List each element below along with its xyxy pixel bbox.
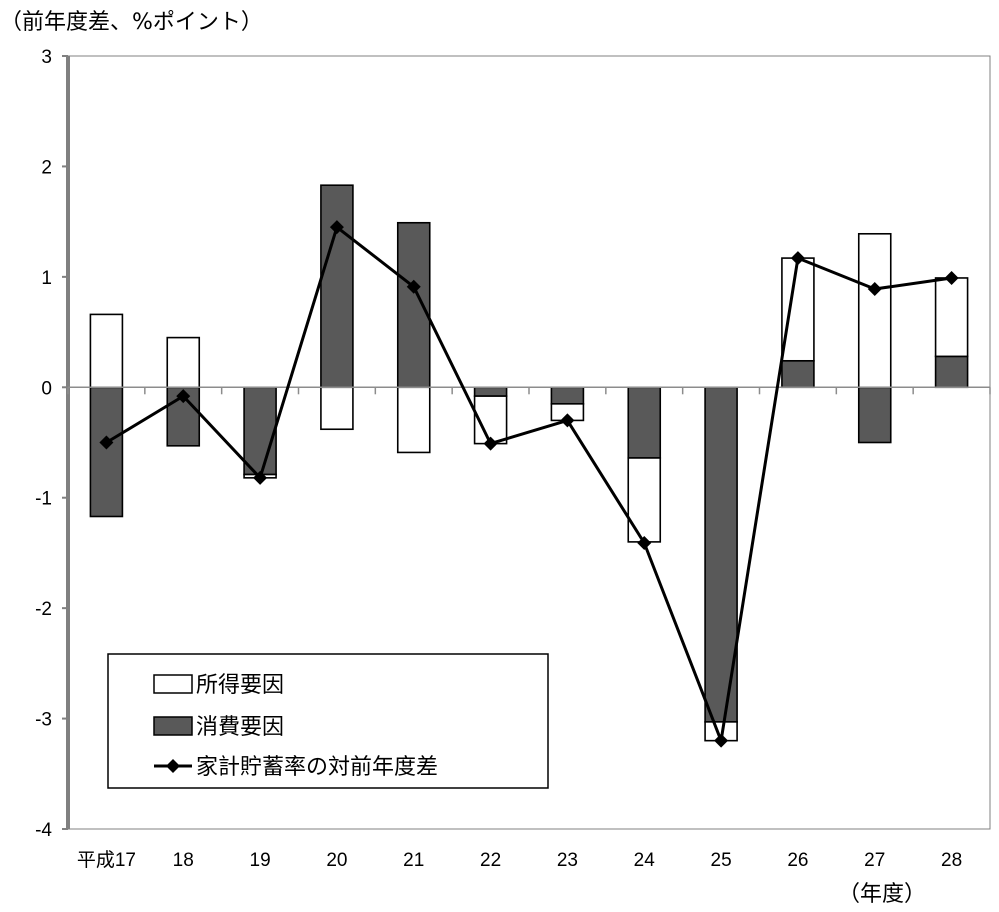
savings-rate-diff-marker — [483, 436, 498, 451]
income-factor-bar — [857, 232, 892, 389]
consumption-factor-bar — [934, 355, 969, 389]
consumption-factor-bar — [89, 386, 124, 518]
income-factor-bar — [89, 313, 124, 389]
income-factor-bar — [781, 257, 815, 362]
consumption-factor-bar — [320, 184, 354, 389]
x-tick-label: 18 — [173, 850, 194, 871]
savings-rate-diff-marker — [176, 389, 191, 404]
consumption-factor-bar — [627, 386, 662, 459]
savings-rate-diff-marker — [329, 220, 344, 235]
x-tick-label: 25 — [711, 850, 732, 871]
y-tick-label: 1 — [41, 268, 52, 289]
savings-rate-diff-marker — [714, 733, 729, 748]
legend-consumption-factor-label: 消費要因 — [196, 715, 284, 740]
x-tick-label: 21 — [403, 850, 424, 871]
savings-rate-diff-line — [105, 225, 952, 743]
x-tick-label: 20 — [326, 850, 347, 871]
savings-rate-diff-marker — [867, 282, 882, 297]
x-tick-label: 26 — [787, 850, 808, 871]
x-tick-label: 23 — [557, 850, 578, 871]
x-tick-label: 28 — [941, 850, 962, 871]
y-tick-label: 2 — [41, 157, 52, 178]
x-tick-label: 27 — [864, 850, 885, 871]
x-tick-label: 22 — [480, 850, 501, 871]
income-factor-bar — [166, 336, 201, 389]
legend-savings-rate-diff-marker — [166, 759, 180, 773]
y-tick-label: 0 — [41, 378, 52, 399]
consumption-factor-bar — [396, 221, 431, 389]
x-tick-label: 24 — [634, 850, 656, 871]
consumption-factor-bar — [243, 386, 277, 476]
consumption-factor-bar — [704, 386, 738, 723]
x-axis-unit-label: （年度） — [838, 882, 927, 907]
y-tick-label: -4 — [35, 820, 52, 841]
y-tick-label: -3 — [35, 710, 52, 731]
income-factor-bar — [320, 386, 354, 431]
x-tick-label: 平成17 — [77, 849, 136, 871]
legend-savings-rate-diff-label: 家計貯蓄率の対前年度差 — [196, 755, 438, 780]
legend-income-factor-swatch — [153, 674, 193, 694]
consumption-factor-bar — [473, 386, 508, 397]
income-factor-bar — [934, 277, 969, 358]
savings-rate-diff-marker — [790, 251, 805, 266]
savings-rate-diff-marker — [944, 270, 959, 285]
savings-rate-diff-marker — [99, 435, 114, 450]
x-tick-label: 19 — [250, 850, 271, 871]
y-axis-unit-label: （前年度差、%ポイント） — [0, 10, 263, 35]
income-factor-bar — [627, 457, 662, 543]
consumption-factor-bar — [857, 386, 892, 444]
income-factor-bar — [396, 386, 431, 454]
consumption-factor-bar — [781, 359, 815, 389]
savings-rate-diff-marker — [406, 279, 421, 294]
y-tick-label: -1 — [35, 489, 52, 510]
savings-rate-diff-marker — [637, 535, 652, 550]
consumption-factor-bar — [550, 386, 585, 405]
savings-rate-diff-marker — [560, 413, 575, 428]
legend-income-factor-label: 所得要因 — [196, 673, 284, 698]
legend-consumption-factor-swatch — [153, 716, 193, 736]
y-tick-label: -2 — [35, 599, 52, 620]
y-tick-label: 3 — [41, 47, 52, 68]
savings-rate-diff-marker — [253, 470, 268, 485]
consumption-factor-bar — [166, 386, 201, 447]
